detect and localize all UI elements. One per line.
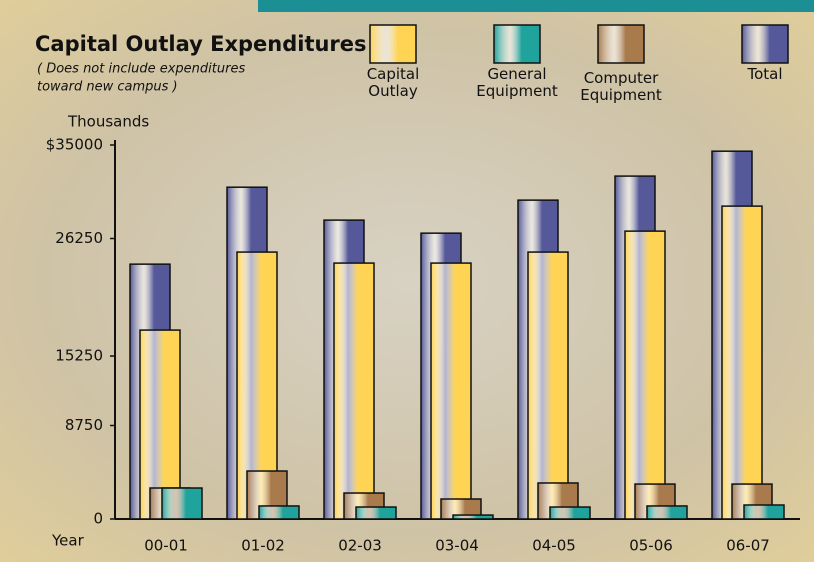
legend-label: Total bbox=[735, 66, 795, 83]
y-tick-label: 15250 bbox=[55, 347, 103, 365]
page: Capital Outlay Expenditures ( Does not i… bbox=[0, 0, 814, 562]
legend-label: Capital Outlay bbox=[358, 66, 428, 100]
legend-swatch bbox=[598, 25, 644, 63]
bar bbox=[356, 507, 396, 519]
bar bbox=[722, 206, 762, 519]
x-tick-label: 01-02 bbox=[241, 537, 285, 555]
top-band bbox=[258, 0, 814, 12]
bar bbox=[625, 231, 665, 519]
subtitle: toward new campus ) bbox=[37, 80, 178, 95]
bar bbox=[334, 263, 374, 519]
bar bbox=[550, 507, 590, 519]
bar bbox=[647, 506, 687, 519]
x-tick-label: 05-06 bbox=[629, 537, 673, 555]
legend-swatch bbox=[742, 25, 788, 63]
chart-title: Capital Outlay Expenditures bbox=[35, 32, 367, 56]
bar bbox=[431, 263, 471, 519]
x-tick-label: 03-04 bbox=[435, 537, 479, 555]
bar bbox=[528, 252, 568, 519]
x-tick-label: 06-07 bbox=[726, 537, 770, 555]
x-tick-label: 04-05 bbox=[532, 537, 576, 555]
legend-label: General Equipment bbox=[467, 66, 567, 100]
bar bbox=[162, 488, 202, 519]
bar bbox=[259, 506, 299, 519]
bar bbox=[744, 505, 784, 519]
y-tick-label: 26250 bbox=[55, 229, 103, 247]
bar bbox=[453, 515, 493, 519]
y-tick-label: 0 bbox=[93, 510, 103, 528]
legend-swatch bbox=[494, 25, 540, 63]
y-tick-label: $35000 bbox=[46, 136, 103, 154]
y-tick-label: 8750 bbox=[65, 416, 103, 434]
y-axis-label: Thousands bbox=[67, 113, 149, 131]
subtitle: ( Does not include expenditures bbox=[37, 62, 245, 77]
legend-swatch bbox=[370, 25, 416, 63]
x-tick-label: 02-03 bbox=[338, 537, 382, 555]
legend-label: Computer Equipment bbox=[571, 70, 671, 104]
x-axis-label: Year bbox=[51, 532, 85, 550]
x-tick-label: 00-01 bbox=[144, 537, 188, 555]
